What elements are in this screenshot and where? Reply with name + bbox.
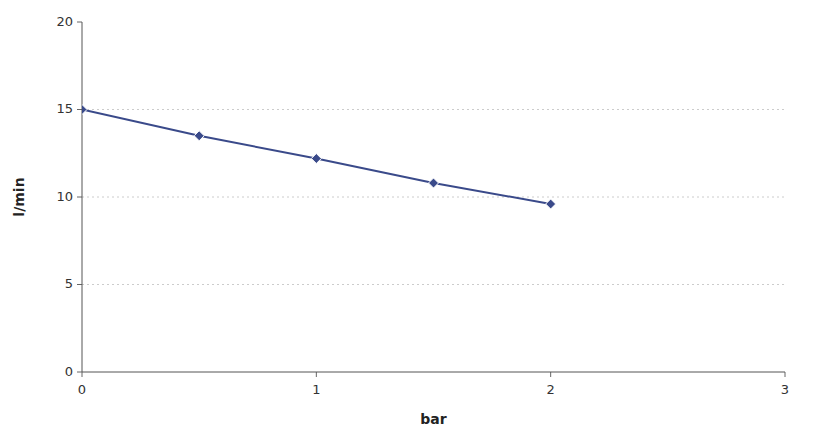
marker <box>82 105 87 115</box>
grid-line <box>82 284 785 285</box>
grid-line <box>82 197 785 198</box>
line <box>82 110 551 205</box>
x-tick <box>785 372 786 377</box>
y-tick <box>77 22 82 23</box>
y-tick-label: 10 <box>56 189 73 204</box>
x-tick <box>550 372 551 377</box>
y-tick <box>77 284 82 285</box>
x-tick-label: 2 <box>547 382 555 397</box>
y-tick <box>77 197 82 198</box>
x-tick-label: 0 <box>78 382 86 397</box>
y-tick-label: 0 <box>65 364 73 379</box>
x-axis-label: bar <box>420 411 446 427</box>
y-axis-label: l/min <box>11 177 27 216</box>
marker <box>546 199 556 209</box>
x-tick <box>82 372 83 377</box>
y-tick-label: 5 <box>65 276 73 291</box>
x-tick-label: 3 <box>781 382 789 397</box>
chart: 0 5 10 15 20 0 1 2 3 bar l/min <box>0 0 813 440</box>
x-tick <box>316 372 317 377</box>
marker <box>194 131 204 141</box>
y-tick <box>77 372 82 373</box>
plot-area <box>82 105 556 210</box>
x-tick-label: 1 <box>312 382 320 397</box>
y-tick <box>77 109 82 110</box>
y-axis <box>82 22 83 372</box>
grid-line <box>82 109 785 110</box>
marker <box>311 154 321 164</box>
y-tick-label: 15 <box>56 101 73 116</box>
y-tick-label: 20 <box>56 14 73 29</box>
marker <box>429 178 439 188</box>
x-axis <box>82 372 785 373</box>
